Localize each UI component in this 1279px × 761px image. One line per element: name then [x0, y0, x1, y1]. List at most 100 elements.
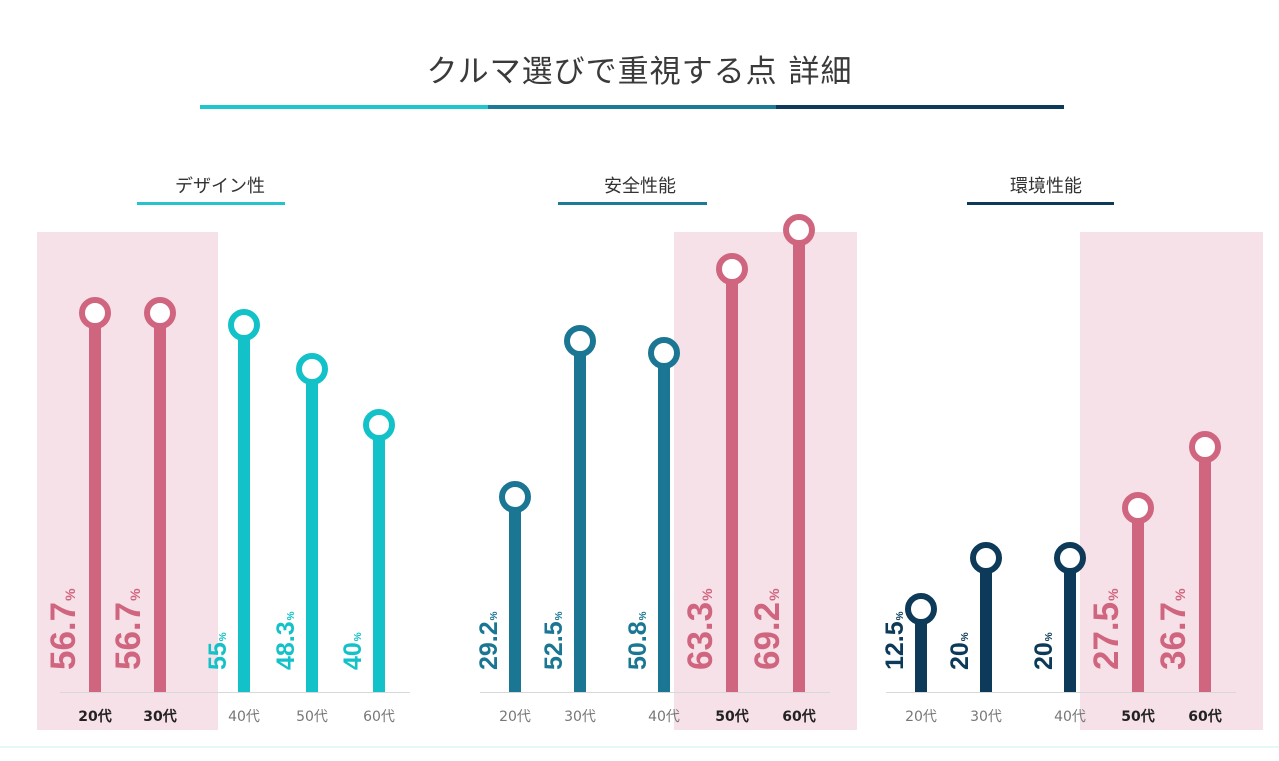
category-label: 60代 [782, 709, 816, 725]
value-label: 36.7% [1154, 588, 1194, 670]
value-unit: % [699, 588, 716, 601]
lollipop-marker [970, 542, 1002, 575]
value-number: 29.2 [474, 621, 503, 670]
lollipop-stem [373, 424, 385, 692]
category-label: 40代 [648, 709, 680, 725]
lollipop-stem [793, 229, 805, 692]
value-number: 20 [945, 642, 974, 670]
lollipop-stem [154, 313, 166, 692]
value-unit: % [553, 611, 565, 621]
value-number: 50.8 [623, 621, 652, 670]
category-label: 60代 [1188, 709, 1222, 725]
panel-environment: 環境性能 12.5% 20代 20% 30代 20% 40代 27.5% 50代 36.7% 60… [851, 160, 1263, 740]
value-label: 56.7% [44, 588, 84, 670]
lollipop-marker [648, 336, 680, 369]
value-unit: % [1172, 588, 1189, 601]
lollipop-stem [980, 558, 992, 692]
category-label: 20代 [78, 709, 112, 725]
value-unit: % [127, 588, 144, 601]
lollipop-stem [1132, 508, 1144, 692]
chart-title: クルマ選びで重視する点 詳細 [426, 54, 853, 90]
panel-heading: デザイン性 [175, 176, 265, 197]
value-number: 27.5 [1087, 601, 1127, 670]
lollipop-marker [1189, 430, 1221, 463]
highlight-band [37, 232, 218, 730]
value-unit: % [1105, 588, 1122, 601]
category-label: 60代 [363, 709, 395, 725]
category-label: 50代 [715, 709, 749, 725]
value-label: 56.7% [109, 588, 149, 670]
value-number: 63.3 [681, 601, 721, 670]
lollipop-marker [1054, 542, 1086, 575]
value-number: 40 [338, 642, 367, 670]
category-label: 50代 [1121, 709, 1155, 725]
lollipop-stem [238, 324, 250, 692]
category-label: 50代 [296, 709, 328, 725]
lollipop-stem [915, 608, 927, 692]
lollipop-marker [79, 297, 111, 330]
title-underline-segment-3 [776, 105, 1064, 109]
value-label: 12.5% [881, 611, 910, 670]
lollipop-marker [716, 253, 748, 286]
value-label: 29.2% [475, 611, 504, 670]
panel-heading: 安全性能 [604, 176, 676, 197]
lollipop-stem [306, 369, 318, 692]
panel-heading-underline [558, 202, 707, 205]
category-label: 30代 [143, 709, 177, 725]
value-number: 55 [203, 642, 232, 670]
value-unit: % [894, 611, 906, 621]
value-label: 20% [1030, 632, 1059, 670]
title-underline-segment-1 [200, 105, 488, 109]
title-underline-segment-2 [488, 105, 776, 109]
lollipop-marker [1122, 492, 1154, 525]
value-label: 48.3% [272, 611, 301, 670]
lollipop-marker [228, 308, 260, 341]
baseline [886, 692, 1236, 693]
highlight-band [1080, 232, 1263, 730]
value-number: 69.2 [748, 601, 788, 670]
bottom-divider [0, 746, 1279, 748]
lollipop-stem [574, 341, 586, 692]
lollipop-marker [296, 353, 328, 386]
value-label: 27.5% [1087, 588, 1127, 670]
value-number: 56.7 [44, 601, 84, 670]
panel-heading: 環境性能 [1010, 176, 1082, 197]
lollipop-stem [509, 496, 521, 692]
category-label: 40代 [1054, 709, 1086, 725]
value-number: 36.7 [1154, 601, 1194, 670]
value-number: 52.5 [539, 621, 568, 670]
category-label: 40代 [228, 709, 260, 725]
value-number: 12.5 [880, 621, 909, 670]
value-unit: % [62, 588, 79, 601]
value-unit: % [217, 632, 229, 642]
value-unit: % [1043, 632, 1055, 642]
baseline [480, 692, 830, 693]
lollipop-stem [726, 269, 738, 692]
value-number: 56.7 [109, 601, 149, 670]
baseline [60, 692, 410, 693]
value-number: 48.3 [271, 621, 300, 670]
lollipop-stem [1199, 446, 1211, 692]
category-label: 20代 [905, 709, 937, 725]
value-label: 52.5% [540, 611, 569, 670]
panel-design: デザイン性 56.7% 20代 56.7% 30代 55% 40代 48.3% 50代 40% 6… [25, 160, 415, 740]
lollipop-stem [89, 313, 101, 692]
highlight-band [674, 232, 857, 730]
lollipop-marker [499, 480, 531, 513]
lollipop-stem [1064, 558, 1076, 692]
lollipop-marker [783, 213, 815, 246]
lollipop-marker [144, 297, 176, 330]
value-unit: % [488, 611, 500, 621]
value-label: 40% [339, 632, 368, 670]
value-unit: % [637, 611, 649, 621]
value-unit: % [285, 611, 297, 621]
panel-heading-underline [137, 202, 285, 205]
panel-heading-underline [967, 202, 1114, 205]
category-label: 20代 [499, 709, 531, 725]
value-label: 50.8% [624, 611, 653, 670]
lollipop-marker [564, 325, 596, 358]
value-label: 63.3% [681, 588, 721, 670]
value-unit: % [766, 588, 783, 601]
value-unit: % [959, 632, 971, 642]
panel-safety: 安全性能 29.2% 20代 52.5% 30代 50.8% 40代 63.3% 50代 69.… [445, 160, 857, 740]
